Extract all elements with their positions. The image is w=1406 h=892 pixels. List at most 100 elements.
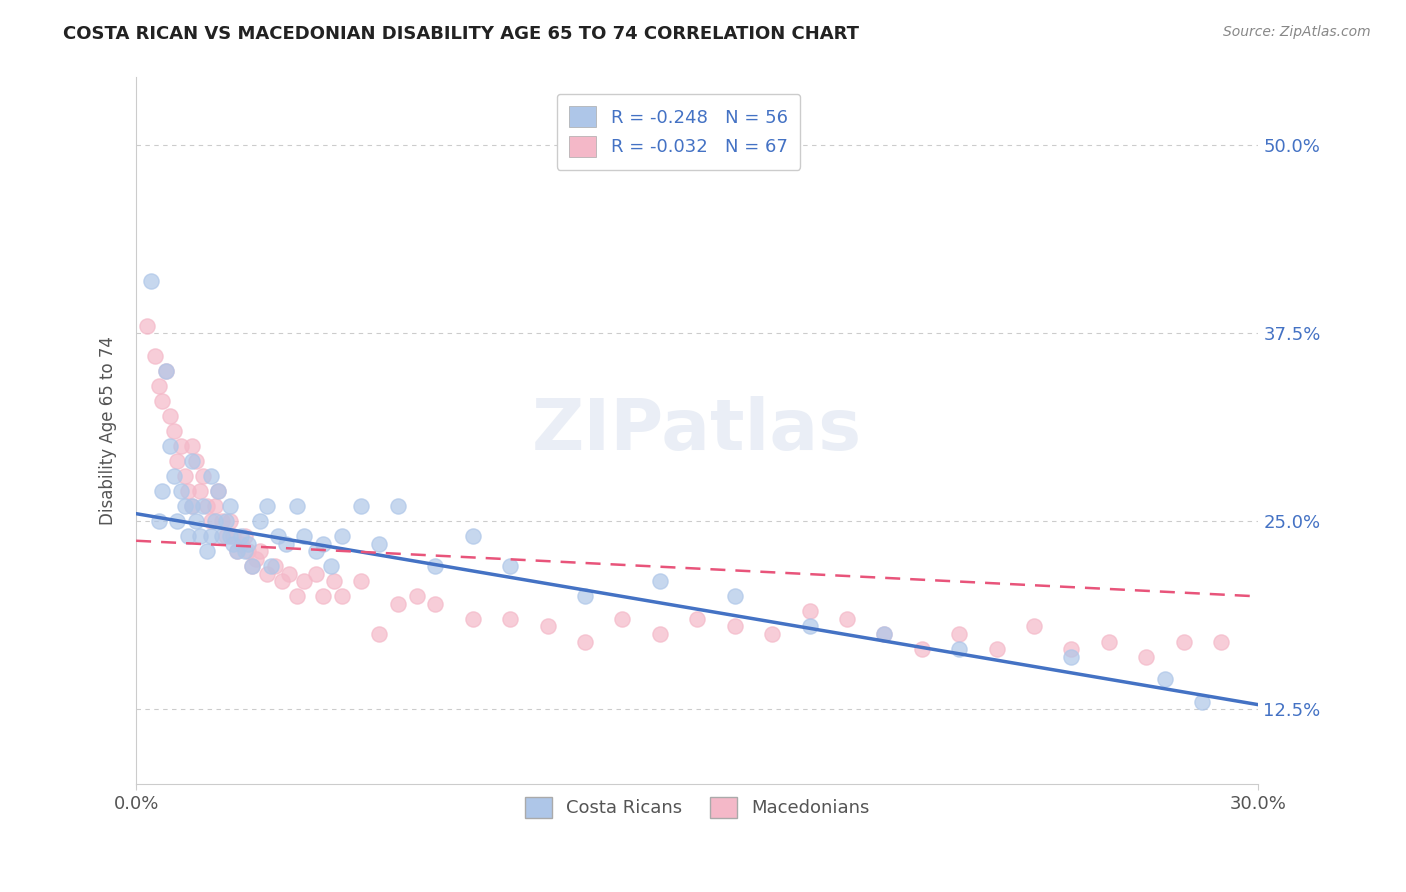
Point <box>312 590 335 604</box>
Point <box>184 454 207 468</box>
Point <box>215 514 238 528</box>
Point <box>195 499 218 513</box>
Point <box>193 499 215 513</box>
Point <box>200 529 222 543</box>
Point <box>229 537 252 551</box>
Point <box>271 574 294 589</box>
Point <box>1209 634 1232 648</box>
Point <box>1060 642 1083 657</box>
Point <box>233 529 256 543</box>
Point <box>425 597 447 611</box>
Point <box>312 537 335 551</box>
Point <box>387 499 409 513</box>
Legend: Costa Ricans, Macedonians: Costa Ricans, Macedonians <box>517 789 877 825</box>
Point <box>648 574 671 589</box>
Point <box>222 537 245 551</box>
Point <box>461 529 484 543</box>
Point <box>256 499 278 513</box>
Point <box>181 499 204 513</box>
Point <box>170 484 193 499</box>
Point <box>218 499 240 513</box>
Point <box>499 612 522 626</box>
Point <box>425 559 447 574</box>
Point <box>177 484 200 499</box>
Point <box>1154 672 1177 686</box>
Point <box>184 514 207 528</box>
Point <box>249 514 271 528</box>
Point <box>1135 649 1157 664</box>
Point <box>238 537 260 551</box>
Point <box>143 349 166 363</box>
Point <box>204 499 226 513</box>
Point <box>285 499 308 513</box>
Point <box>226 544 249 558</box>
Point <box>222 529 245 543</box>
Point <box>349 499 371 513</box>
Point <box>294 574 316 589</box>
Point <box>761 627 783 641</box>
Point <box>274 537 297 551</box>
Point <box>319 559 342 574</box>
Point <box>256 566 278 581</box>
Point <box>159 409 181 423</box>
Point <box>305 566 328 581</box>
Point <box>387 597 409 611</box>
Point <box>686 612 709 626</box>
Point <box>245 551 267 566</box>
Point <box>1173 634 1195 648</box>
Point <box>799 604 821 618</box>
Point <box>240 559 263 574</box>
Point <box>873 627 896 641</box>
Point <box>162 424 184 438</box>
Point <box>162 469 184 483</box>
Point <box>211 529 233 543</box>
Point <box>193 469 215 483</box>
Text: COSTA RICAN VS MACEDONIAN DISABILITY AGE 65 TO 74 CORRELATION CHART: COSTA RICAN VS MACEDONIAN DISABILITY AGE… <box>63 25 859 43</box>
Point <box>260 559 283 574</box>
Point <box>173 469 195 483</box>
Point <box>148 379 170 393</box>
Point <box>150 393 173 408</box>
Point <box>873 627 896 641</box>
Point <box>278 566 301 581</box>
Text: Source: ZipAtlas.com: Source: ZipAtlas.com <box>1223 25 1371 39</box>
Y-axis label: Disability Age 65 to 74: Disability Age 65 to 74 <box>100 336 117 525</box>
Point <box>835 612 858 626</box>
Point <box>166 454 188 468</box>
Point <box>612 612 634 626</box>
Point <box>648 627 671 641</box>
Point <box>724 619 747 633</box>
Point <box>173 499 195 513</box>
Point <box>195 544 218 558</box>
Point <box>155 364 177 378</box>
Point <box>799 619 821 633</box>
Point <box>181 454 204 468</box>
Point <box>574 634 596 648</box>
Point <box>200 514 222 528</box>
Point <box>330 529 353 543</box>
Point <box>218 514 240 528</box>
Point <box>148 514 170 528</box>
Point <box>323 574 346 589</box>
Point <box>249 544 271 558</box>
Point <box>233 544 256 558</box>
Point <box>211 514 233 528</box>
Point <box>155 364 177 378</box>
Point <box>1098 634 1121 648</box>
Point <box>170 439 193 453</box>
Point <box>294 529 316 543</box>
Point <box>461 612 484 626</box>
Point <box>285 590 308 604</box>
Point <box>188 484 211 499</box>
Point <box>368 537 391 551</box>
Point <box>207 484 229 499</box>
Point <box>537 619 560 633</box>
Point <box>200 469 222 483</box>
Point <box>574 590 596 604</box>
Point <box>911 642 934 657</box>
Point <box>1022 619 1045 633</box>
Point <box>218 529 240 543</box>
Point <box>181 439 204 453</box>
Point <box>240 559 263 574</box>
Point <box>368 627 391 641</box>
